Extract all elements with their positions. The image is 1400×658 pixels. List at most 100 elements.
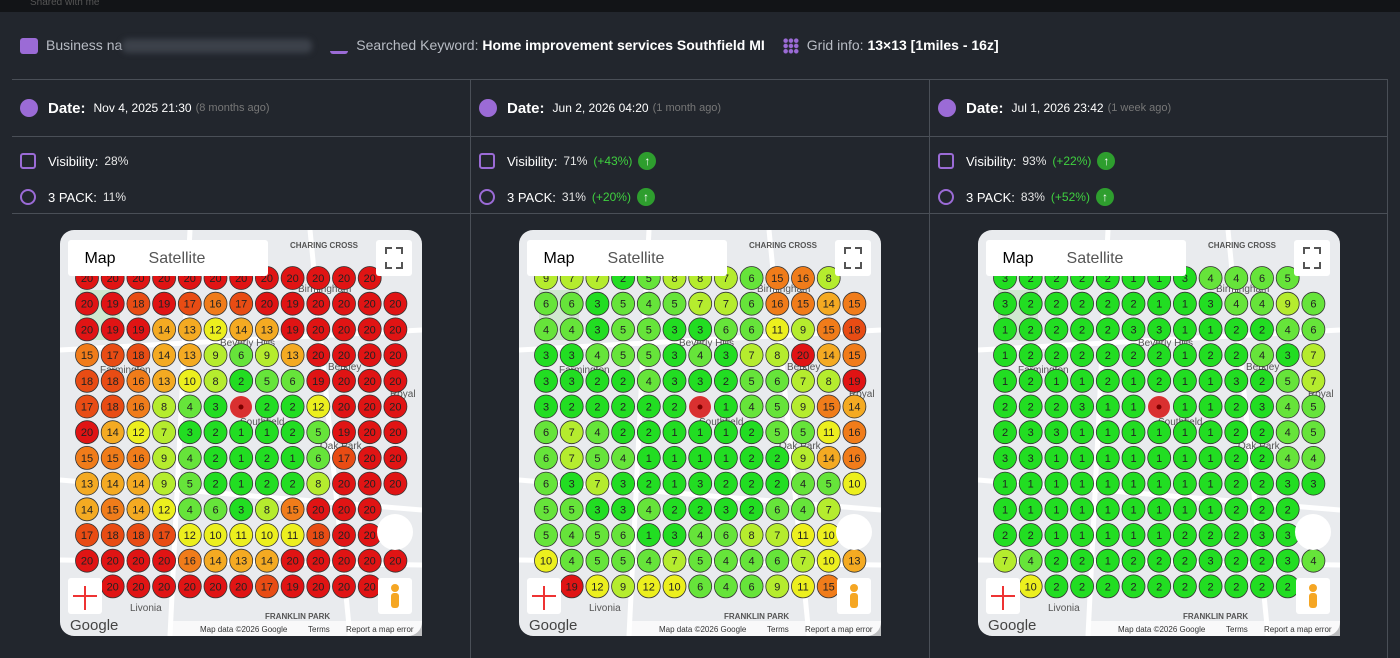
rank-dot xyxy=(280,343,305,367)
pan-control[interactable] xyxy=(1295,514,1331,550)
rank-dot xyxy=(713,548,738,573)
rank-value: 3 xyxy=(1259,402,1265,414)
rank-dot xyxy=(816,445,841,470)
rank-value: 19 xyxy=(132,324,144,336)
rank-value: 10 xyxy=(184,376,196,388)
stats: Visibility: 28% 3 PACK: 11% xyxy=(12,137,470,214)
rank-dot xyxy=(280,317,305,342)
satellite-button[interactable]: Satellite xyxy=(1067,250,1124,267)
rank-value: 14 xyxy=(132,504,144,516)
rank-dot xyxy=(585,574,610,599)
rank-dot xyxy=(280,420,305,445)
rank-dot xyxy=(611,317,635,342)
rank-dot xyxy=(559,471,584,496)
rank-dot xyxy=(152,317,176,342)
map-button[interactable]: Map xyxy=(543,250,574,267)
rank-dot xyxy=(662,497,687,522)
rank-value: 2 xyxy=(1182,530,1188,542)
rank-value: 1 xyxy=(1156,273,1162,285)
satellite-button[interactable]: Satellite xyxy=(149,250,206,267)
rank-dot xyxy=(791,343,815,367)
rank-dot xyxy=(688,420,713,445)
terms-link[interactable]: Terms xyxy=(308,625,330,634)
map-button[interactable]: Map xyxy=(84,250,115,267)
rank-dot xyxy=(229,548,254,573)
rank-dot xyxy=(229,291,254,316)
rank-value: 18 xyxy=(132,350,144,362)
rank-dot xyxy=(1224,343,1249,367)
rank-value: 2 xyxy=(264,479,270,491)
stat-icon xyxy=(20,153,36,169)
fullscreen-button[interactable] xyxy=(376,240,412,276)
rank-dot xyxy=(1275,445,1300,470)
grid-label: Grid info: xyxy=(806,36,864,53)
rank-value: 16 xyxy=(848,427,860,439)
rank-dot xyxy=(585,317,610,342)
pan-control[interactable] xyxy=(836,514,872,550)
rank-dot xyxy=(1301,420,1326,445)
rank-value: 14 xyxy=(132,479,144,491)
rank-dot xyxy=(534,420,558,445)
rank-value: 4 xyxy=(723,556,729,568)
rank-dot xyxy=(254,523,279,547)
rank-dot xyxy=(75,471,99,496)
rank-value: 15 xyxy=(823,581,835,593)
rank-value: 1 xyxy=(646,453,652,465)
pan-control[interactable] xyxy=(377,514,413,550)
report-link[interactable]: Report a map error xyxy=(805,625,873,634)
rank-value: 2 xyxy=(1233,556,1239,568)
rank-value: 6 xyxy=(749,581,755,593)
rank-value: 1 xyxy=(1208,376,1214,388)
rank-value: 8 xyxy=(826,273,832,285)
rank-dot xyxy=(1070,548,1094,573)
rank-dot xyxy=(203,471,228,496)
rank-value: 4 xyxy=(1285,324,1291,336)
rank-value: 2 xyxy=(1259,504,1265,516)
rank-dot xyxy=(688,291,713,316)
rank-value: 12 xyxy=(158,504,170,516)
map-button[interactable]: Map xyxy=(1002,250,1033,267)
report-link[interactable]: Report a map error xyxy=(1264,625,1332,634)
fullscreen-icon xyxy=(385,247,403,269)
attribution-bg xyxy=(629,621,881,636)
rank-dot xyxy=(1147,291,1172,316)
rank-dot xyxy=(739,445,764,470)
satellite-button[interactable]: Satellite xyxy=(608,250,665,267)
rank-dot xyxy=(1121,445,1146,470)
rank-dot xyxy=(1250,266,1274,290)
rank-value: 2 xyxy=(1259,376,1265,388)
rank-value: 20 xyxy=(312,556,324,568)
stat-value: 93% xyxy=(1022,154,1047,168)
report-link[interactable]: Report a map error xyxy=(346,625,414,634)
rank-value: 2 xyxy=(264,402,270,414)
rank-dot xyxy=(1275,266,1300,290)
rank-value: 1 xyxy=(671,479,677,491)
rank-value: 14 xyxy=(823,453,835,465)
rank-value: 9 xyxy=(264,350,270,362)
fullscreen-button[interactable] xyxy=(1294,240,1330,276)
rank-dot xyxy=(332,266,356,290)
rank-value: 2 xyxy=(1079,299,1085,311)
rank-dot xyxy=(534,548,558,573)
rank-value: 20 xyxy=(364,556,376,568)
terms-link[interactable]: Terms xyxy=(1226,625,1248,634)
rank-value: 2 xyxy=(671,504,677,516)
rank-dot xyxy=(75,291,99,316)
rank-value: 18 xyxy=(107,376,119,388)
fullscreen-button[interactable] xyxy=(835,240,871,276)
rank-value: 3 xyxy=(723,504,729,516)
rank-dot xyxy=(152,497,176,522)
rank-dot xyxy=(559,343,584,367)
date-row: Date: Nov 4, 2025 21:30 (8 months ago) xyxy=(12,80,470,137)
rank-value: 19 xyxy=(338,427,350,439)
rank-value: 3 xyxy=(1208,556,1214,568)
terms-link[interactable]: Terms xyxy=(767,625,789,634)
center-icon xyxy=(532,586,556,610)
rank-value: 20 xyxy=(312,350,324,362)
rank-value: 3 xyxy=(671,376,677,388)
rank-dot xyxy=(765,317,790,342)
rank-dot xyxy=(816,368,841,393)
rank-dot xyxy=(254,343,279,367)
rank-value: 6 xyxy=(620,530,626,542)
rank-value: 3 xyxy=(1208,299,1214,311)
